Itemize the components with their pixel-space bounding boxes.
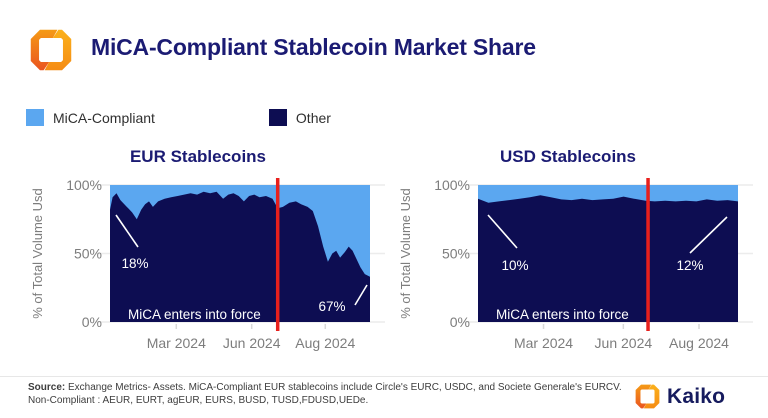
annotation-67%: 67% xyxy=(318,299,345,314)
y-axis-label: % of Total Volume Usd xyxy=(398,188,413,319)
source-label: Source: xyxy=(28,382,66,393)
x-tick-Jun-2024: Jun 2024 xyxy=(595,335,653,351)
usd-stablecoins-chart: 100% 50% 0% % of Total Volume Usd Mar 2024 Ju… xyxy=(398,177,753,351)
y-tick-100%: 100% xyxy=(434,177,470,193)
y-tick-50%: 50% xyxy=(74,246,102,262)
y-tick-100%: 100% xyxy=(66,177,102,193)
legend: MiCA-Compliant Other xyxy=(26,109,331,126)
other-area xyxy=(110,191,370,322)
x-tick-Jun-2024: Jun 2024 xyxy=(223,335,281,351)
eur-chart-title: EUR Stablecoins xyxy=(129,147,267,166)
other-area xyxy=(478,195,738,322)
legend-item-other: Other xyxy=(268,109,331,126)
annotation-18%: 18% xyxy=(121,256,148,271)
kaiko-brand-name: Kaiko xyxy=(667,384,726,408)
annotation-line-10% xyxy=(487,214,518,249)
x-tick-Aug-2024: Aug 2024 xyxy=(669,335,729,351)
eur-stablecoins-chart: 100% 50% 0% % of Total Volume Usd Mar 2024 Ju… xyxy=(30,177,385,351)
source-line1: Exchange Metrics- Assets. MiCA-Compliant… xyxy=(68,382,622,393)
x-tick-Mar-2024: Mar 2024 xyxy=(514,335,573,351)
legend-item-mica-compliant: MiCA-Compliant xyxy=(26,109,155,126)
source-line2: Non-Compliant : AEUR, EURT, agEUR, EURS,… xyxy=(28,394,369,406)
footer-divider xyxy=(0,376,768,377)
y-tick-0%: 0% xyxy=(82,314,102,330)
event-label: MiCA enters into force xyxy=(128,307,261,322)
annotation-line-18% xyxy=(115,214,139,248)
legend-label-compliant: MiCA-Compliant xyxy=(53,109,155,126)
legend-swatch-compliant xyxy=(26,109,44,126)
x-tick-Aug-2024: Aug 2024 xyxy=(295,335,355,351)
kaiko-logo-icon xyxy=(30,29,72,71)
x-tick-Mar-2024: Mar 2024 xyxy=(147,335,206,351)
legend-label-other: Other xyxy=(295,109,331,126)
usd-chart-title: USD Stablecoins xyxy=(499,147,637,166)
annotation-line-12% xyxy=(689,216,728,254)
kaiko-brand: Kaiko xyxy=(634,383,725,410)
y-tick-0%: 0% xyxy=(450,314,470,330)
kaiko-brand-icon xyxy=(635,384,660,409)
y-axis-label: % of Total Volume Usd xyxy=(30,188,45,319)
legend-swatch-other xyxy=(268,109,287,126)
source-note: Source: Exchange Metrics- Assets. MiCA-C… xyxy=(28,382,628,407)
annotation-line-67% xyxy=(354,284,368,306)
page-title: MiCA-Compliant Stablecoin Market Share xyxy=(91,34,536,60)
annotation-12%: 12% xyxy=(676,258,703,273)
annotation-10%: 10% xyxy=(501,258,528,273)
y-tick-50%: 50% xyxy=(442,246,470,262)
event-label: MiCA enters into force xyxy=(496,307,629,322)
